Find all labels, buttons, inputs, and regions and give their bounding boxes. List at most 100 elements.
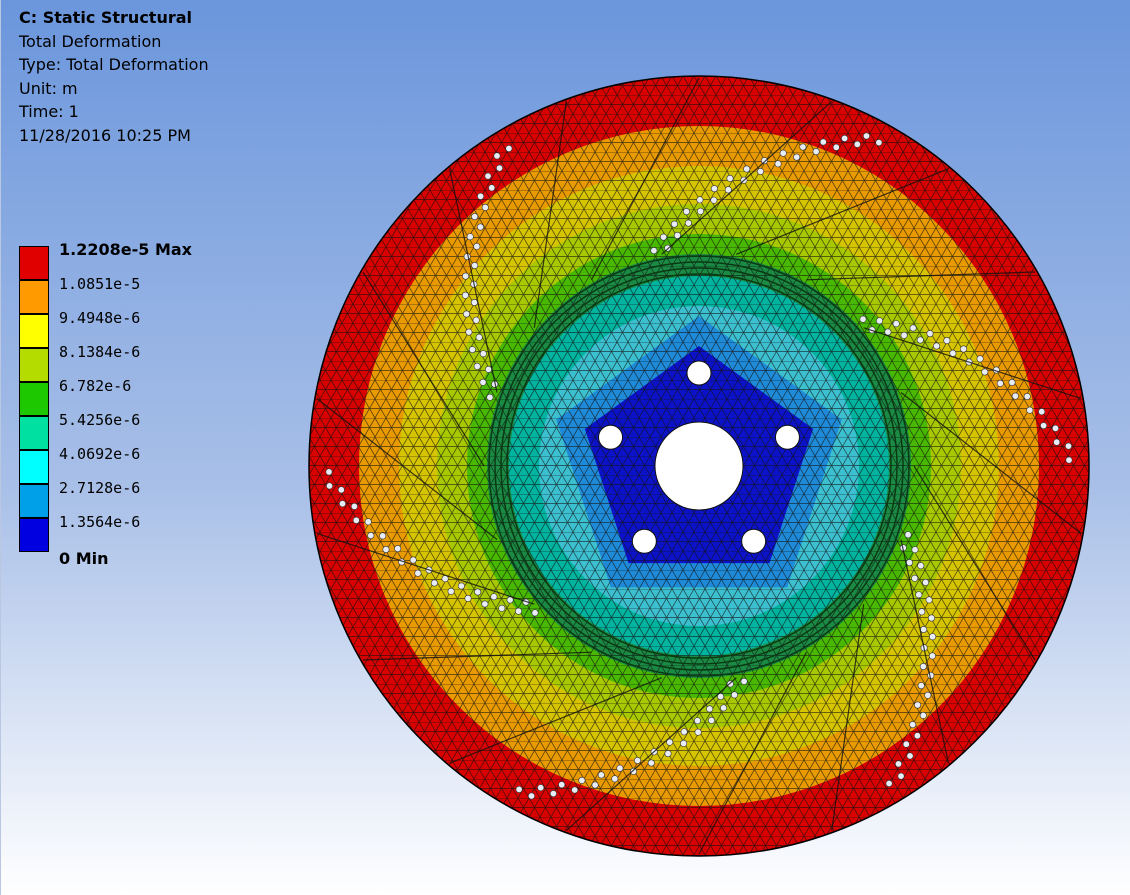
- drill-hole-dot: [914, 701, 922, 709]
- drill-hole-dot: [611, 775, 619, 783]
- drill-hole-dot: [730, 691, 738, 699]
- drill-hole-dot: [468, 346, 476, 354]
- drill-hole-dot: [853, 140, 861, 148]
- drill-hole-dot: [633, 756, 641, 764]
- drill-hole-dot: [696, 207, 704, 215]
- drill-hole-dot: [819, 138, 827, 146]
- drill-hole-dot: [670, 220, 678, 228]
- drill-hole-dot: [929, 633, 937, 641]
- drill-hole-dot: [479, 378, 487, 386]
- rotor-line: [362, 271, 485, 467]
- drill-hole-dot: [481, 203, 489, 211]
- drill-hole-dot: [684, 219, 692, 227]
- drill-hole-dot: [1040, 422, 1048, 430]
- drill-hole-dot: [515, 785, 523, 793]
- rotor-line: [362, 651, 592, 661]
- legend-swatch-7: [19, 484, 49, 518]
- drill-hole-dot: [793, 153, 801, 161]
- drill-hole-dot: [917, 562, 925, 570]
- rotor-line: [698, 651, 808, 855]
- legend-swatch-5: [19, 416, 49, 450]
- drill-hole-dot: [706, 705, 714, 713]
- drill-hole-dot: [472, 316, 480, 324]
- drill-hole-dot: [473, 362, 481, 370]
- legend-label-7: 2.7128e-6: [59, 479, 141, 497]
- drill-hole-dot: [717, 693, 725, 701]
- rotor-line: [831, 604, 865, 831]
- drill-hole-dot: [650, 247, 658, 255]
- drill-hole-dot: [474, 588, 482, 596]
- drill-hole-dot: [498, 604, 506, 612]
- drill-hole-dot: [756, 168, 764, 176]
- drill-hole-dot: [1065, 456, 1073, 464]
- legend-swatch-2: [19, 314, 49, 348]
- drill-hole-dot: [462, 310, 470, 318]
- rotor-line: [900, 539, 949, 764]
- drill-hole-dot: [338, 500, 346, 508]
- legend-label-5: 5.4256e-6: [59, 411, 141, 429]
- bolt-hole-4: [598, 424, 624, 450]
- drill-hole-dot: [897, 772, 905, 780]
- drill-hole-dot: [1052, 424, 1060, 432]
- drill-hole-dot: [710, 196, 718, 204]
- analysis-title: C: Static Structural: [19, 8, 193, 27]
- drill-hole-dot: [925, 596, 933, 604]
- drill-hole-dot: [475, 333, 483, 341]
- drill-hole-dot: [707, 716, 715, 724]
- drill-hole-dot: [680, 728, 688, 736]
- drill-hole-dot: [904, 531, 912, 539]
- drill-hole-dot: [900, 331, 908, 339]
- rotor-line: [316, 398, 498, 540]
- drill-hole-dot: [465, 328, 473, 336]
- drill-hole-dot: [325, 468, 333, 476]
- drill-hole-dot: [922, 578, 930, 586]
- drill-hole-dot: [325, 482, 333, 490]
- drill-hole-dot: [476, 223, 484, 231]
- drill-hole-dot: [647, 759, 655, 767]
- legend-swatch-1: [19, 280, 49, 314]
- legend-label-1: 1.0851e-5: [59, 275, 141, 293]
- drill-hole-dot: [505, 145, 513, 153]
- drill-hole-dot: [926, 330, 934, 338]
- drill-hole-dot: [506, 596, 514, 604]
- drill-hole-dot: [943, 337, 951, 345]
- drill-hole-dot: [740, 677, 748, 685]
- legend-swatch-3: [19, 348, 49, 382]
- drill-hole-dot: [1038, 408, 1046, 416]
- result-name: Total Deformation: [19, 31, 162, 51]
- drill-hole-dot: [913, 732, 921, 740]
- drill-hole-dot: [527, 792, 535, 800]
- bolt-hole-3: [631, 528, 657, 554]
- drill-hole-dot: [859, 315, 867, 323]
- drill-hole-dot: [470, 298, 478, 306]
- drill-hole-dot: [471, 261, 479, 269]
- drill-hole-dot: [918, 608, 926, 616]
- result-unit: Unit: m: [19, 78, 78, 98]
- drill-hole-dot: [933, 342, 941, 350]
- drill-hole-dot: [693, 717, 701, 725]
- rotor-line: [806, 271, 1036, 281]
- drill-hole-dot: [673, 231, 681, 239]
- drill-hole-dot: [597, 771, 605, 779]
- rotor-outline: [308, 75, 1090, 857]
- drill-hole-dot: [659, 233, 667, 241]
- rotor-line: [736, 168, 949, 255]
- drill-hole-dot: [531, 609, 539, 617]
- drill-hole-dot: [484, 365, 492, 373]
- drill-hole-dot: [462, 272, 470, 280]
- legend-swatch-4: [19, 382, 49, 416]
- rotor-line: [449, 677, 662, 764]
- drill-hole-dot: [996, 379, 1004, 387]
- drill-hole-dot: [1023, 392, 1031, 400]
- drill-hole-dot: [720, 704, 728, 712]
- drill-hole-dot: [578, 776, 586, 784]
- drill-hole-dot: [906, 752, 914, 760]
- drill-hole-dot: [885, 779, 893, 787]
- drill-hole-dot: [394, 545, 402, 553]
- drill-hole-dot: [920, 625, 928, 633]
- drill-hole-dot: [466, 233, 474, 241]
- drill-hole-dot: [905, 559, 913, 567]
- drill-hole-dot: [414, 569, 422, 577]
